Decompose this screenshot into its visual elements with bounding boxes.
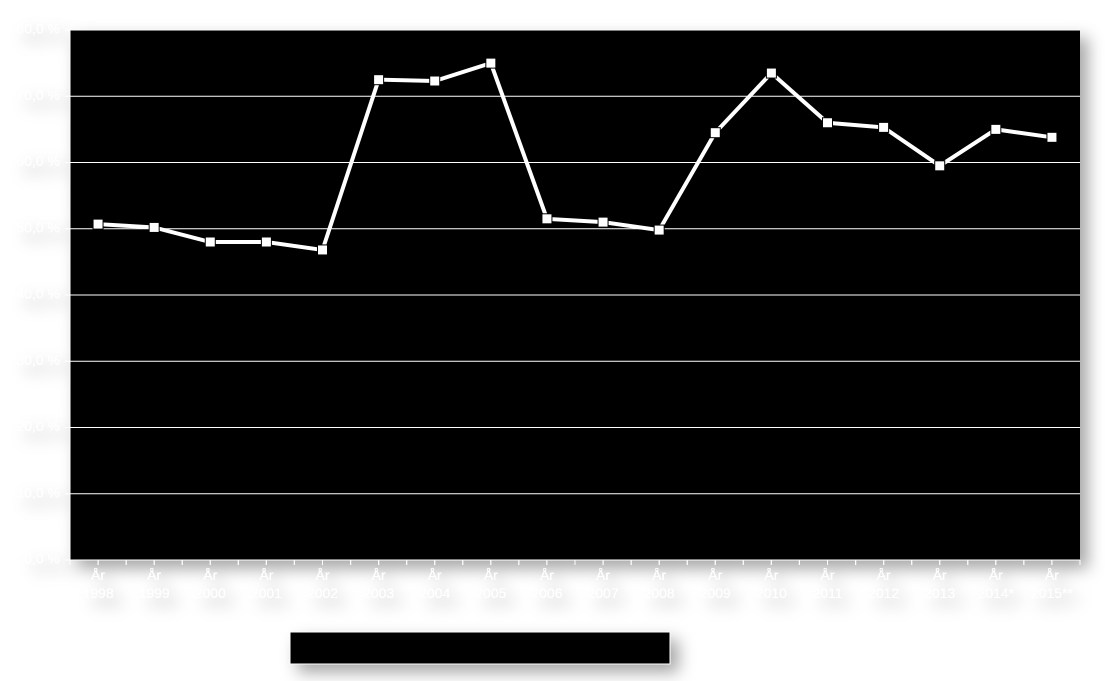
x-axis-tick-label-bottom: 2015** bbox=[1031, 585, 1074, 601]
x-axis-tick-label-top: År bbox=[596, 567, 610, 583]
y-axis-tick-label: 60,0 % bbox=[16, 153, 60, 169]
x-axis-tick-label-bottom: 2001 bbox=[251, 585, 282, 601]
data-marker bbox=[710, 128, 720, 138]
data-marker bbox=[766, 68, 776, 78]
y-axis-tick-label: 0,0 % bbox=[24, 551, 60, 567]
x-axis-tick-label-top: År bbox=[147, 567, 161, 583]
data-marker bbox=[823, 118, 833, 128]
y-axis-tick-label: 40,0 % bbox=[16, 286, 60, 302]
data-marker bbox=[261, 237, 271, 247]
x-axis-tick-label-bottom: 2003 bbox=[363, 585, 394, 601]
x-axis-tick-label-top: År bbox=[821, 567, 835, 583]
x-axis-tick-label-top: År bbox=[259, 567, 273, 583]
data-marker bbox=[318, 245, 328, 255]
y-axis-tick-label: 10,0 % bbox=[16, 484, 60, 500]
line-chart: 0,0 % 10,0 % 20,0 % 30,0 % 40,0 % 50,0 % 60,0 … bbox=[0, 0, 1109, 681]
data-marker bbox=[598, 217, 608, 227]
data-marker bbox=[486, 58, 496, 68]
x-axis-tick-label-bottom: 2014* bbox=[978, 585, 1015, 601]
x-axis-tick-label-top: År bbox=[652, 567, 666, 583]
data-marker bbox=[991, 124, 1001, 134]
x-axis-tick-label-bottom: 2000 bbox=[195, 585, 226, 601]
data-marker bbox=[542, 214, 552, 224]
x-axis-tick-label-top: År bbox=[428, 567, 442, 583]
x-axis-tick-label-top: År bbox=[989, 567, 1003, 583]
x-axis-tick-label-bottom: 2010 bbox=[756, 585, 787, 601]
data-marker bbox=[879, 122, 889, 132]
x-axis-tick-label-top: År bbox=[764, 567, 778, 583]
x-axis-tick-label-bottom: 2008 bbox=[644, 585, 675, 601]
y-axis-tick-label: 80,0 % bbox=[16, 21, 60, 37]
x-axis-tick-label-top: År bbox=[708, 567, 722, 583]
x-axis-tick-label-top: År bbox=[484, 567, 498, 583]
x-axis-tick-label-bottom: 2002 bbox=[307, 585, 338, 601]
x-axis-tick-label-bottom: 2007 bbox=[587, 585, 618, 601]
chart-container: 0,0 % 10,0 % 20,0 % 30,0 % 40,0 % 50,0 % 60,0 … bbox=[0, 0, 1109, 681]
x-axis-tick-label-bottom: 2012 bbox=[868, 585, 899, 601]
x-axis-tick-label-bottom: 2013 bbox=[924, 585, 955, 601]
y-axis-tick-label: 70,0 % bbox=[16, 87, 60, 103]
x-axis-tick-label-top: År bbox=[316, 567, 330, 583]
x-axis-tick-label-bottom: 2006 bbox=[531, 585, 562, 601]
data-marker bbox=[1047, 132, 1057, 142]
legend-box bbox=[290, 632, 670, 664]
x-axis-tick-label-bottom: 2005 bbox=[475, 585, 506, 601]
x-axis-tick-label-top: År bbox=[1045, 567, 1059, 583]
x-axis-tick-label-bottom: 2009 bbox=[700, 585, 731, 601]
x-axis-tick-label-top: År bbox=[372, 567, 386, 583]
y-axis-tick-label: 30,0 % bbox=[16, 352, 60, 368]
data-marker bbox=[430, 76, 440, 86]
data-marker bbox=[935, 161, 945, 171]
data-marker bbox=[654, 225, 664, 235]
x-axis-tick-label-bottom: 1998 bbox=[82, 585, 113, 601]
x-axis-tick-label-top: År bbox=[933, 567, 947, 583]
data-marker bbox=[149, 222, 159, 232]
x-axis-tick-label-top: År bbox=[203, 567, 217, 583]
x-axis-tick-label-top: År bbox=[91, 567, 105, 583]
x-axis-tick-label-top: År bbox=[877, 567, 891, 583]
x-axis-tick-label-bottom: 1999 bbox=[139, 585, 170, 601]
data-marker bbox=[374, 75, 384, 85]
y-axis-tick-label: 20,0 % bbox=[16, 418, 60, 434]
data-marker bbox=[93, 219, 103, 229]
x-axis-tick-label-bottom: 2004 bbox=[419, 585, 450, 601]
y-axis-tick-label: 50,0 % bbox=[16, 219, 60, 235]
x-axis-tick-label-top: År bbox=[540, 567, 554, 583]
data-marker bbox=[205, 237, 215, 247]
x-axis-tick-label-bottom: 2011 bbox=[812, 585, 842, 601]
